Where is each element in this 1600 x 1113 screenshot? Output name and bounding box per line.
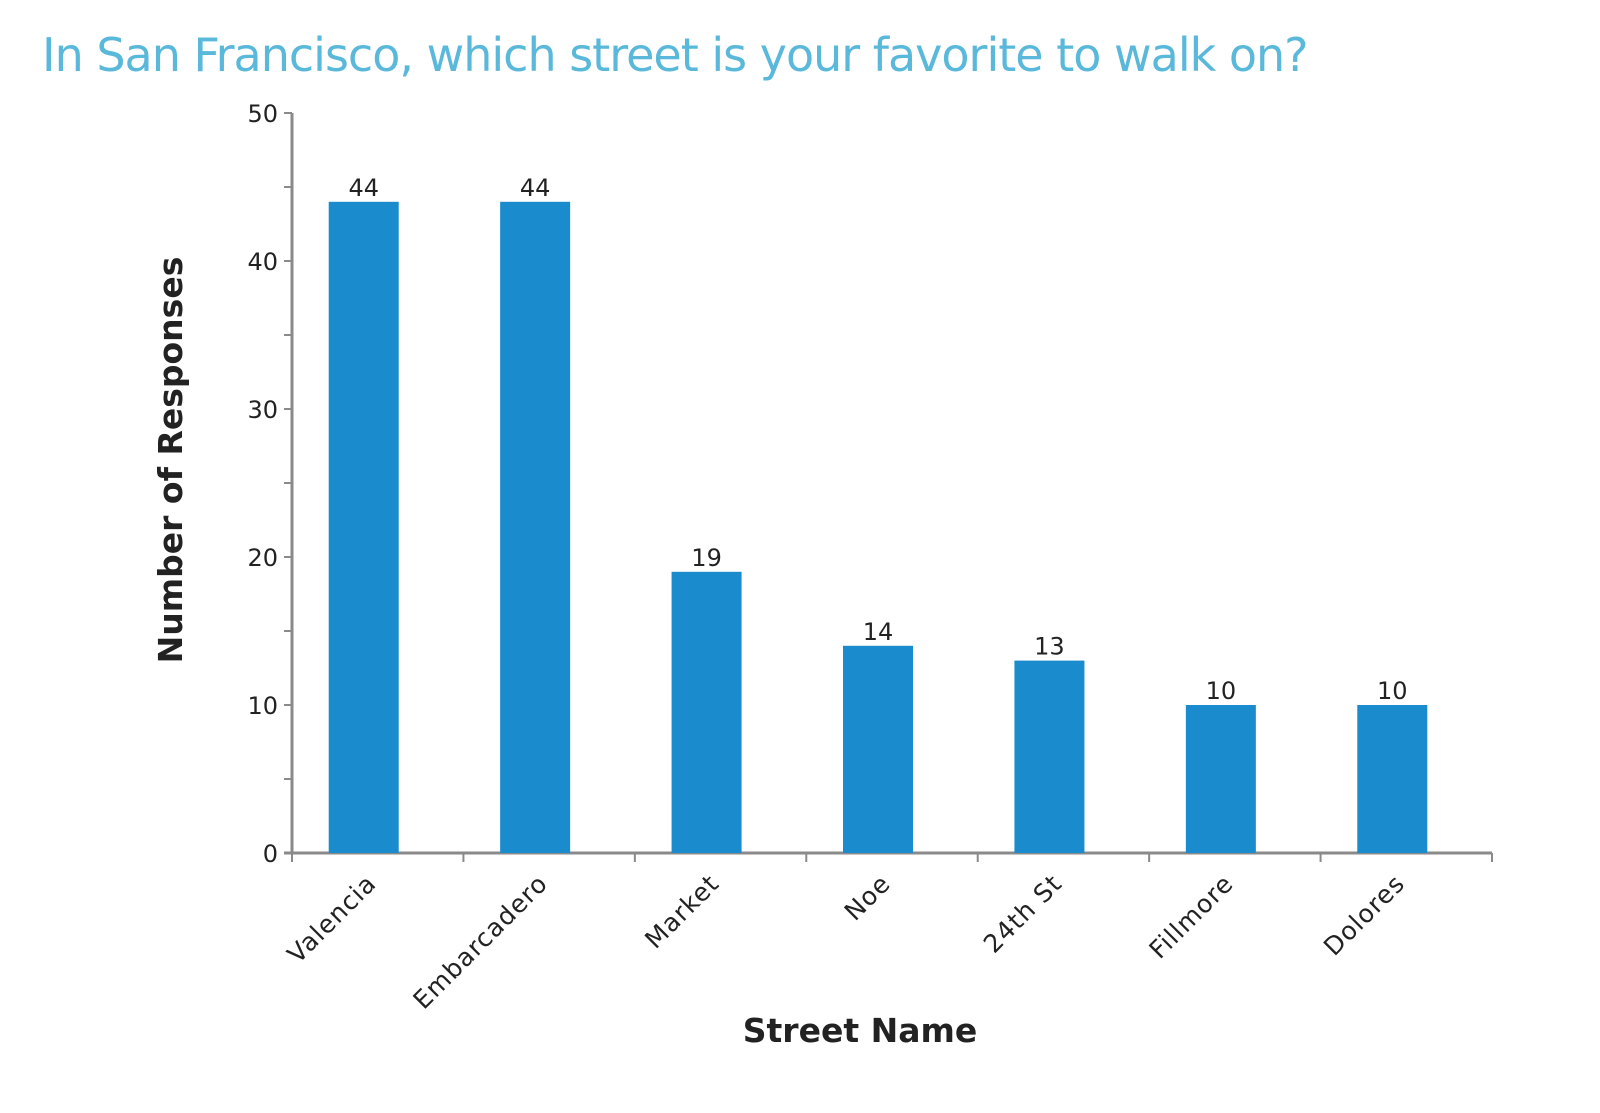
y-tick-label: 50 <box>247 100 278 128</box>
x-tick-label: Embarcadero <box>407 869 553 1015</box>
bar-value-label: 10 <box>1206 677 1237 705</box>
bar <box>671 571 742 853</box>
y-tick-label: 0 <box>263 840 278 868</box>
bars <box>328 201 1428 854</box>
chart-title: In San Francisco, which street is your f… <box>42 28 1309 82</box>
bar <box>1357 705 1428 853</box>
bar <box>1014 660 1085 853</box>
y-axis-title: Number of Responses <box>151 257 190 664</box>
x-tick-label: Fillmore <box>1144 869 1240 965</box>
bar <box>500 201 571 854</box>
y-tick-label: 40 <box>247 248 278 276</box>
y-tick-label: 20 <box>247 544 278 572</box>
x-tick-label: Dolores <box>1318 869 1411 962</box>
y-tick-label: 10 <box>247 692 278 720</box>
x-tick-label: Market <box>639 869 725 955</box>
bar-value-label: 10 <box>1377 677 1408 705</box>
x-tick-label: 24th St <box>978 869 1068 959</box>
x-ticks: Valencia Embarcadero Market Noe 24th St Fillm… <box>282 853 1493 1015</box>
bar-value-label: 44 <box>348 174 379 202</box>
data-labels: 44 44 19 14 13 10 10 <box>348 174 1407 705</box>
bar <box>328 201 399 854</box>
y-ticks: 0 10 20 30 40 50 <box>247 100 292 868</box>
bar-value-label: 13 <box>1034 633 1065 661</box>
bar <box>1185 705 1256 853</box>
x-tick-label: Noe <box>839 869 897 927</box>
bar-value-label: 19 <box>691 544 722 572</box>
x-tick-label: Valencia <box>282 869 382 969</box>
bar <box>843 645 913 853</box>
bar-value-label: 44 <box>520 174 551 202</box>
y-tick-label: 30 <box>247 396 278 424</box>
bar-value-label: 14 <box>863 618 894 646</box>
x-axis-title: Street Name <box>743 1011 978 1050</box>
